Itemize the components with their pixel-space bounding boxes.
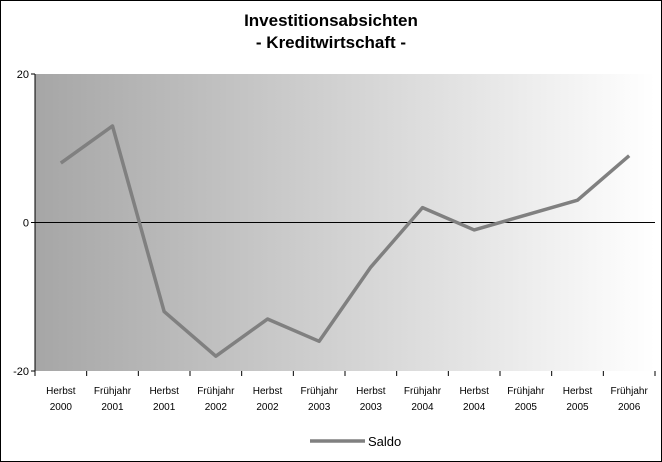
x-tick-label: Frühjahr 2004 [404, 386, 442, 413]
x-tick-label: Herbst 2002 [253, 386, 283, 413]
legend-label: Saldo [368, 434, 401, 449]
x-tick-label: Herbst 2000 [46, 386, 76, 413]
x-tick-label: Herbst 2001 [149, 386, 179, 413]
x-tick-label: Frühjahr 2001 [94, 386, 132, 413]
x-tick-label: Frühjahr 2006 [611, 386, 649, 413]
y-tick-label: 20 [17, 69, 29, 81]
series-line [59, 124, 631, 358]
x-tick-label: Herbst 2005 [563, 386, 593, 413]
x-tick-label: Herbst 2004 [459, 386, 489, 413]
chart-subtitle: - Kreditwirtschaft - [256, 33, 406, 52]
x-tick-label: Frühjahr 2005 [507, 386, 545, 413]
x-tick-label: Frühjahr 2003 [301, 386, 339, 413]
y-tick-label: 0 [23, 218, 29, 230]
y-tick-label: -20 [13, 366, 29, 378]
x-tick-label: Herbst 2003 [356, 386, 386, 413]
chart-title: Investitionsabsichten [244, 11, 418, 30]
x-tick-label: Frühjahr 2002 [197, 386, 235, 413]
